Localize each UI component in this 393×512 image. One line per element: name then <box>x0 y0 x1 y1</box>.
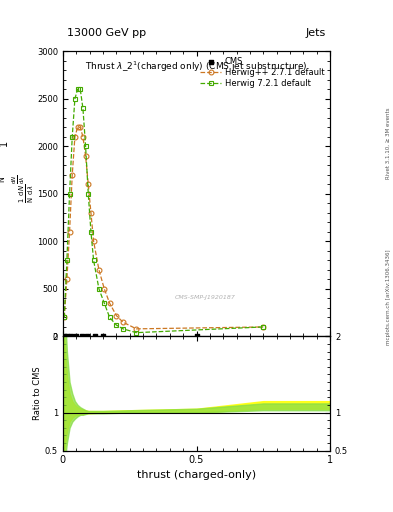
Herwig++ 2.7.1 default <box>75 124 80 131</box>
Y-axis label: Ratio to CMS: Ratio to CMS <box>33 367 42 420</box>
Herwig 7.2.1 default <box>114 322 119 328</box>
Text: mcplots.cern.ch [arXiv:1306.3436]: mcplots.cern.ch [arXiv:1306.3436] <box>386 249 391 345</box>
Herwig++ 2.7.1 default <box>73 134 77 140</box>
Herwig++ 2.7.1 default <box>121 319 125 325</box>
X-axis label: thrust (charged-only): thrust (charged-only) <box>137 470 256 480</box>
Text: 13000 GeV pp: 13000 GeV pp <box>67 28 146 38</box>
Herwig 7.2.1 default <box>91 258 96 264</box>
Text: Thrust $\lambda\_2^1$(charged only) (CMS jet substructure): Thrust $\lambda\_2^1$(charged only) (CMS… <box>85 60 308 74</box>
Herwig++ 2.7.1 default <box>67 229 72 235</box>
Herwig 7.2.1 default <box>73 96 77 102</box>
Line: Herwig++ 2.7.1 default: Herwig++ 2.7.1 default <box>62 125 266 331</box>
Herwig 7.2.1 default <box>97 286 101 292</box>
Herwig++ 2.7.1 default <box>78 124 83 131</box>
Herwig++ 2.7.1 default <box>70 172 75 178</box>
Herwig++ 2.7.1 default <box>114 312 119 318</box>
Herwig 7.2.1 default <box>121 326 125 332</box>
Text: Jets: Jets <box>306 28 326 38</box>
Herwig 7.2.1 default <box>102 300 107 306</box>
CMS <box>79 332 85 340</box>
Herwig 7.2.1 default <box>81 105 85 111</box>
Herwig 7.2.1 default <box>88 229 93 235</box>
Herwig++ 2.7.1 default <box>62 314 66 321</box>
Text: CMS-SMP-J1920187: CMS-SMP-J1920187 <box>175 295 236 301</box>
CMS <box>100 332 106 340</box>
Herwig++ 2.7.1 default <box>134 326 139 332</box>
Legend: CMS, Herwig++ 2.7.1 default, Herwig 7.2.1 default: CMS, Herwig++ 2.7.1 default, Herwig 7.2.… <box>199 55 326 90</box>
Herwig 7.2.1 default <box>70 134 75 140</box>
Herwig 7.2.1 default <box>75 86 80 92</box>
Herwig++ 2.7.1 default <box>83 153 88 159</box>
Text: Rivet 3.1.10, ≥ 3M events: Rivet 3.1.10, ≥ 3M events <box>386 108 391 179</box>
Herwig++ 2.7.1 default <box>107 300 112 306</box>
Text: $\overline{\mathrm{N}}$
$\frac{\mathrm{d}N}{\mathrm{d}\lambda}$: $\overline{\mathrm{N}}$ $\frac{\mathrm{d… <box>0 175 27 184</box>
CMS <box>84 332 90 340</box>
Herwig++ 2.7.1 default <box>91 238 96 244</box>
CMS <box>64 332 70 340</box>
Herwig 7.2.1 default <box>261 324 266 330</box>
Herwig++ 2.7.1 default <box>64 276 69 283</box>
Herwig 7.2.1 default <box>78 86 83 92</box>
Herwig 7.2.1 default <box>64 258 69 264</box>
Herwig++ 2.7.1 default <box>88 210 93 216</box>
Herwig++ 2.7.1 default <box>81 134 85 140</box>
Line: Herwig 7.2.1 default: Herwig 7.2.1 default <box>62 87 266 335</box>
Herwig 7.2.1 default <box>62 314 66 321</box>
CMS <box>92 332 98 340</box>
Herwig 7.2.1 default <box>86 191 91 197</box>
CMS <box>61 332 67 340</box>
Herwig++ 2.7.1 default <box>261 324 266 330</box>
Text: 1: 1 <box>0 140 9 146</box>
Herwig++ 2.7.1 default <box>102 286 107 292</box>
Herwig 7.2.1 default <box>83 143 88 150</box>
Herwig 7.2.1 default <box>107 314 112 321</box>
Herwig++ 2.7.1 default <box>97 267 101 273</box>
CMS <box>193 332 200 340</box>
Herwig 7.2.1 default <box>134 330 139 336</box>
Herwig++ 2.7.1 default <box>86 181 91 187</box>
Y-axis label: $\frac{1}{\mathrm{N}}\,\frac{\mathrm{d}N}{\mathrm{d}\lambda}$: $\frac{1}{\mathrm{N}}\,\frac{\mathrm{d}N… <box>17 184 35 203</box>
CMS <box>73 332 79 340</box>
Herwig 7.2.1 default <box>67 191 72 197</box>
CMS <box>68 332 74 340</box>
